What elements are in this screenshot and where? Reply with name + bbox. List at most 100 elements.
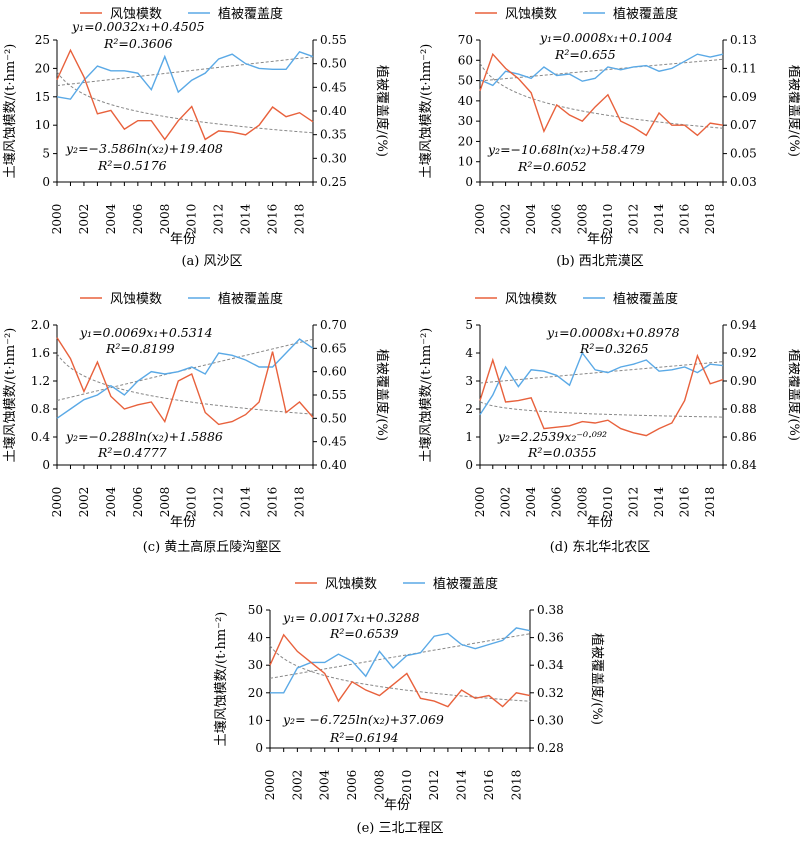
x-axis-label: 年份: [587, 232, 613, 247]
x-tick-label: 2014: [239, 486, 253, 517]
x-tick-label: 2002: [499, 204, 513, 235]
series-line-erosion: [479, 52, 724, 137]
x-axis-label: 年份: [587, 515, 613, 530]
y2-tick-label: 0.05: [730, 147, 757, 161]
y2-axis-label: 植被覆盖度/(%): [589, 633, 605, 725]
y-tick-label: 10: [35, 118, 50, 132]
y2-axis-label: 植被覆盖度/(%): [374, 65, 390, 157]
y-tick-label: 70: [458, 33, 473, 47]
y-tick-label: 1.2: [31, 374, 50, 388]
r2-vegetation: R²=0.8199: [105, 341, 175, 356]
y2-tick-label: 0.50: [320, 57, 347, 71]
x-tick-label: 2000: [473, 487, 487, 518]
y2-tick-label: 0.55: [320, 388, 347, 402]
y2-tick-label: 0.30: [537, 713, 564, 727]
x-tick-label: 2012: [212, 204, 226, 235]
trend-line-vegetation: [479, 58, 724, 82]
series-line-erosion: [479, 353, 724, 437]
y-tick-label: 30: [248, 658, 263, 672]
y2-tick-label: 0.38: [537, 603, 564, 617]
x-tick-label: 2006: [550, 204, 564, 235]
x-tick-label: 2002: [77, 487, 91, 518]
y-tick-label: 5: [42, 147, 50, 161]
equation-vegetation: y₁= 0.0017x₁+0.3288: [282, 610, 420, 625]
x-tick-label: 2014: [652, 486, 666, 517]
y-tick-label: 0.4: [31, 430, 50, 444]
y2-tick-label: 0.09: [730, 90, 757, 104]
r2-vegetation: R²=0.3265: [579, 341, 649, 356]
trend-line-vegetation: [56, 56, 314, 87]
y-axis-label: 土壤风蚀模数/(t·hm⁻²): [2, 44, 18, 179]
r2-erosion: R²=0.6052: [517, 159, 587, 174]
y-tick-label: 40: [458, 94, 473, 108]
panel-caption: (b) 西北荒漠区: [556, 254, 644, 269]
series-line-vegetation: [56, 338, 314, 419]
x-tick-label: 2012: [212, 487, 226, 518]
legend-label-vegetation: 植被覆盖度: [218, 291, 283, 307]
x-axis-label: 年份: [170, 232, 196, 247]
x-tick-label: 2018: [703, 204, 717, 235]
panel-caption: (c) 黄土高原丘陵沟壑区: [143, 539, 282, 555]
x-tick-label: 2010: [601, 204, 615, 235]
legend-label-erosion: 风蚀模数: [505, 292, 557, 307]
y-axis-label: 土壤风蚀模数/(t·hm⁻²): [2, 328, 18, 463]
series-line-vegetation: [270, 627, 531, 694]
y-tick-label: 0.8: [31, 402, 50, 416]
trend-line-erosion: [56, 353, 314, 415]
y-tick-label: 2: [465, 402, 473, 416]
x-tick-label: 2002: [77, 204, 91, 235]
x-tick-label: 2016: [482, 770, 496, 801]
x-tick-label: 2012: [427, 770, 441, 801]
x-tick-label: 2008: [158, 204, 172, 235]
x-tick-label: 2004: [318, 769, 332, 800]
y-tick-label: 20: [35, 61, 50, 75]
y-tick-label: 0: [42, 458, 50, 472]
equation-erosion: y₂= −6.725ln(x₂)+37.069: [282, 712, 444, 727]
x-tick-label: 2010: [601, 487, 615, 518]
r2-erosion: R²=0.5176: [97, 158, 167, 173]
x-axis-label: 年份: [384, 798, 410, 813]
x-tick-label: 2012: [626, 487, 640, 518]
series-line-erosion: [56, 337, 314, 426]
equation-vegetation: y₁=0.0008x₁+0.8978: [546, 325, 680, 340]
x-axis-label: 年份: [170, 515, 196, 530]
panel-caption: (a) 风沙区: [181, 254, 242, 269]
x-tick-label: 2004: [104, 203, 118, 234]
y-tick-label: 20: [458, 134, 473, 148]
chart-panel-1: 0 5 10 15 20 25 0.25 0.30 0.35 0.40 0.45 0.50 0.55 20…: [2, 6, 390, 269]
x-tick-label: 2002: [499, 487, 513, 518]
x-tick-label: 2008: [575, 204, 589, 235]
y2-tick-label: 0.86: [730, 430, 757, 444]
y2-tick-label: 0.11: [730, 61, 757, 75]
legend-label-erosion: 风蚀模数: [325, 577, 377, 592]
chart-panel-5: 0 10 20 30 40 50 0.28 0.30 0.32 0.34 0.36 0.38 2000 2…: [213, 576, 605, 836]
y-axis-label: 土壤风蚀模数/(t·hm⁻²): [418, 328, 434, 463]
y-tick-label: 1.6: [31, 346, 50, 360]
trend-line-vegetation: [479, 361, 724, 384]
r2-vegetation: R²=0.655: [554, 47, 616, 62]
x-tick-label: 2006: [345, 770, 359, 801]
r2-erosion: R²=0.4777: [97, 445, 167, 460]
x-tick-label: 2000: [473, 204, 487, 235]
y-tick-label: 10: [458, 155, 473, 169]
r2-erosion: R²=0.0355: [527, 445, 597, 460]
x-tick-label: 2006: [550, 487, 564, 518]
y2-tick-label: 0.50: [320, 411, 347, 425]
x-tick-label: 2014: [652, 203, 666, 234]
legend-label-erosion: 风蚀模数: [110, 7, 162, 22]
trend-line-erosion: [479, 401, 724, 418]
y-tick-label: 60: [458, 53, 473, 67]
y2-tick-label: 0.45: [320, 80, 347, 94]
y2-tick-label: 0.90: [730, 374, 757, 388]
trend-line-erosion: [56, 71, 314, 134]
series-line-vegetation: [479, 53, 724, 87]
x-tick-label: 2004: [524, 486, 538, 517]
equation-erosion: y₂=−0.288ln(x₂)+1.5886: [65, 429, 223, 444]
trend-line-vegetation: [269, 633, 531, 679]
y2-tick-label: 0.35: [320, 128, 347, 142]
x-tick-label: 2014: [239, 203, 253, 234]
y2-axis-label: 植被覆盖度/(%): [786, 349, 800, 441]
x-tick-label: 2010: [185, 487, 199, 518]
y2-tick-label: 0.03: [730, 175, 757, 189]
